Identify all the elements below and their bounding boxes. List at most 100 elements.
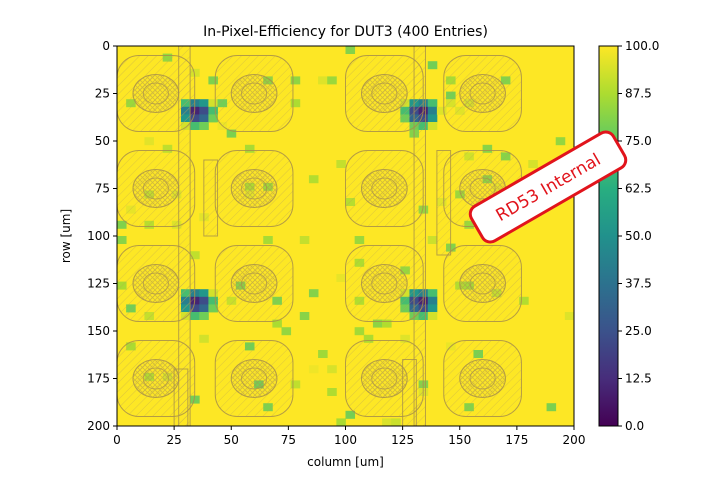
heatmap-cell: [272, 319, 282, 328]
x-axis-title: column [um]: [307, 455, 384, 469]
heatmap-cell: [208, 304, 218, 313]
heatmap-cell: [208, 114, 218, 123]
heatmap-cell: [327, 388, 337, 396]
y-axis: 0 25 50 75 100 125 150 175 200: [87, 39, 117, 433]
pixel-layout-overlay: [117, 46, 522, 426]
heatmap-cell: [382, 418, 392, 426]
y-tick-label: 75: [95, 182, 110, 196]
heatmap-cell: [363, 334, 374, 343]
heatmap-cell: [199, 122, 209, 130]
collection-electrode: [360, 74, 408, 113]
y-tick-label: 150: [87, 324, 110, 338]
heatmap-cell: [555, 137, 566, 146]
electrode-inner-ring: [142, 272, 169, 295]
electrode-inner-ring: [241, 82, 268, 105]
heatmap-cell: [336, 418, 346, 426]
collection-electrode: [459, 74, 506, 113]
colorbar-tick-label: 0.0: [625, 419, 644, 433]
heatmap-cell: [290, 99, 301, 108]
heatmap-cell: [336, 274, 346, 282]
heatmap-cell: [199, 289, 209, 298]
bias-line: [413, 46, 426, 426]
heatmap-cell: [263, 236, 273, 244]
heatmap-cell: [400, 334, 410, 343]
electrode-inner-ring: [241, 272, 268, 295]
collection-electrode: [360, 169, 408, 208]
collection-electrode: [230, 359, 278, 398]
heatmap-cell: [427, 304, 438, 313]
heatmap-cell: [427, 296, 438, 305]
heatmap-cell: [190, 122, 200, 130]
heatmap-cell: [199, 296, 209, 305]
electrode-inner-ring: [142, 367, 169, 390]
collection-electrode: [132, 359, 180, 398]
heatmap-cell: [519, 296, 529, 305]
collection-electrode: [459, 359, 506, 398]
heatmap-cell: [308, 175, 319, 184]
electrode-inner-ring: [142, 82, 169, 105]
heatmap-cell: [208, 106, 218, 115]
y-tick-label: 0: [102, 39, 110, 53]
y-axis-title: row [um]: [59, 209, 73, 263]
heatmap-cell: [299, 312, 310, 320]
heatmap-cell: [354, 236, 365, 244]
heatmap-cell: [427, 289, 438, 298]
heatmap-cell: [327, 76, 337, 85]
heatmap-cell: [318, 76, 328, 85]
heatmap-cell: [308, 289, 319, 298]
heatmap-cell: [199, 106, 209, 115]
collection-electrode: [360, 359, 408, 398]
electrode-inner-ring: [371, 272, 398, 295]
heatmap-cell: [199, 114, 209, 123]
heatmap-cell: [382, 319, 392, 328]
electrode-inner-ring: [469, 367, 496, 390]
y-tick-label: 125: [87, 277, 110, 291]
heatmap-cell: [190, 312, 200, 320]
y-tick-label: 25: [95, 87, 110, 101]
colorbar-tick-label: 62.5: [625, 182, 652, 196]
collection-electrode: [459, 264, 506, 303]
colorbar-tick-label: 100.0: [625, 39, 659, 53]
heatmap-cell: [199, 304, 209, 313]
electrode-inner-ring: [142, 177, 169, 200]
collection-electrode: [132, 169, 180, 208]
electrode-inner-ring: [371, 367, 398, 390]
metal-strip: [173, 368, 189, 426]
heatmap-cell: [226, 129, 237, 138]
heatmap-cell: [336, 160, 346, 168]
stamp-frame: [468, 130, 628, 244]
electrode-inner-ring: [241, 367, 268, 390]
plot-area: [116, 45, 575, 427]
heatmap-cell: [190, 304, 200, 313]
heatmap-cell: [199, 99, 209, 108]
heatmap-cell: [199, 312, 209, 320]
heatmap-cell: [427, 236, 438, 244]
electrode-inner-ring: [469, 272, 496, 295]
x-tick-label: 150: [448, 433, 471, 447]
heatmap-cell: [391, 418, 401, 426]
heatmap-cell: [528, 160, 538, 168]
bias-line: [178, 46, 191, 426]
heatmap-cell: [208, 76, 218, 85]
heatmap-cell: [244, 144, 255, 153]
heatmap-cell: [564, 312, 574, 320]
heatmap-cell: [144, 137, 154, 146]
y-tick-label: 100: [87, 229, 110, 243]
colorbar-tick-label: 75.0: [625, 134, 652, 148]
x-tick-label: 100: [334, 433, 357, 447]
heatmap-cell: [318, 350, 328, 358]
heatmap-cell: [427, 99, 438, 108]
x-tick-label: 25: [166, 433, 181, 447]
heatmap-cell: [299, 236, 310, 244]
heatmap-cell: [190, 68, 200, 77]
colorbar: 0.0 12.5 25.0 37.5 50.0 62.5 75.0 87.5 100.0: [598, 39, 659, 433]
x-tick-label: 125: [391, 433, 414, 447]
heatmap-cell: [546, 403, 557, 412]
electrode-inner-ring: [371, 177, 398, 200]
y-tick-label: 175: [87, 372, 110, 386]
collection-electrode: [230, 169, 278, 208]
heatmap-cell: [208, 289, 218, 298]
heatmap-cell: [308, 365, 319, 374]
heatmap-cell: [427, 106, 438, 115]
electrode-inner-ring: [469, 177, 496, 200]
